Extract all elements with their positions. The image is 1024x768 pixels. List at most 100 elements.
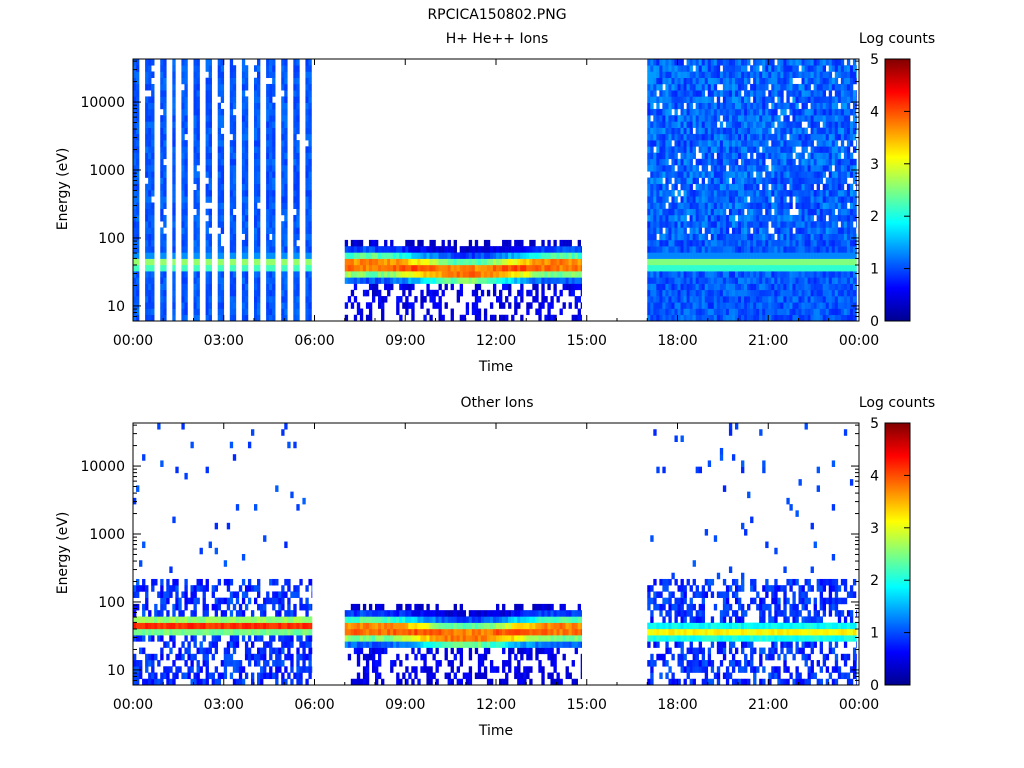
- spectrogram-cell: [728, 214, 733, 222]
- spectrogram-cell: [217, 152, 222, 160]
- spectrogram-cell: [459, 264, 464, 272]
- spectrogram-cell: [780, 102, 784, 110]
- spectrogram-cell: [653, 252, 657, 259]
- spectrogram-cell: [822, 127, 827, 135]
- spectrogram-cell: [747, 258, 751, 266]
- spectrogram-cell: [849, 196, 854, 203]
- spectrogram-cell: [220, 227, 225, 234]
- spectrogram-cell: [205, 59, 209, 66]
- spectrogram-cell: [807, 258, 811, 266]
- spectrogram-cell: [305, 227, 309, 234]
- spectrogram-cell: [368, 252, 373, 259]
- spectrogram-cell: [728, 121, 733, 128]
- spectrogram-cell: [266, 115, 270, 122]
- spectrogram-cell: [789, 271, 793, 278]
- spectrogram-cell: [650, 283, 654, 291]
- spectrogram-cell: [783, 252, 787, 259]
- spectrogram-cell: [656, 96, 660, 103]
- spectrogram-cell: [181, 252, 185, 259]
- spectrogram-cell: [550, 277, 554, 284]
- spectrogram-cell: [774, 239, 778, 247]
- spectrogram-cell: [220, 165, 225, 172]
- spectrogram-cell: [254, 202, 258, 210]
- spectrogram-cell: [208, 190, 212, 197]
- spectrogram-cell: [786, 221, 790, 228]
- spectrogram-cell: [160, 585, 164, 592]
- spectrogram-cell: [220, 246, 225, 253]
- spectrogram-cell: [731, 165, 736, 172]
- spectrogram-cell: [713, 83, 718, 91]
- spectrogram-cell: [668, 146, 672, 153]
- spectrogram-cell: [804, 208, 808, 216]
- spectrogram-cell: [738, 133, 742, 141]
- spectrogram-cell: [520, 314, 524, 322]
- spectrogram-cell: [205, 96, 209, 103]
- spectrogram-cell: [819, 133, 823, 141]
- spectrogram-cell: [674, 59, 678, 66]
- spectrogram-cell: [133, 239, 137, 247]
- spectrogram-cell: [136, 102, 140, 110]
- spectrogram-cell: [205, 83, 209, 91]
- spectrogram-cell: [647, 190, 651, 197]
- spectrogram-cell: [804, 277, 808, 284]
- spectrogram-cell: [734, 202, 739, 210]
- spectrogram-cell: [544, 277, 548, 284]
- spectrogram-cell: [665, 239, 669, 247]
- spectrogram-cell: [562, 258, 566, 266]
- spectrogram-cell: [756, 171, 760, 178]
- spectrogram-cell: [744, 183, 748, 191]
- spectrogram-cell: [753, 133, 757, 141]
- spectrogram-cell: [305, 289, 309, 297]
- spectrogram-cell: [659, 158, 663, 166]
- spectrogram-cell: [683, 302, 687, 309]
- spectrogram-cell: [744, 71, 748, 79]
- spectrogram-cell: [181, 108, 185, 116]
- spectrogram-cell: [804, 221, 808, 228]
- y-tick-label: 100: [98, 231, 125, 247]
- spectrogram-cell: [792, 140, 796, 147]
- spectrogram-cell: [574, 277, 578, 284]
- spectrogram-cell: [508, 271, 512, 278]
- spectrogram-cell: [765, 221, 769, 228]
- spectrogram-cell: [535, 289, 539, 297]
- spectrogram-cell: [768, 314, 772, 322]
- spectrogram-cell: [284, 227, 288, 234]
- spectrogram-cell: [819, 115, 823, 122]
- spectrogram-cell: [284, 121, 288, 128]
- spectrogram-cell: [759, 252, 763, 259]
- spectrogram-cell: [459, 271, 464, 278]
- spectrogram-cell: [741, 296, 745, 303]
- spectrogram-cell: [293, 146, 297, 153]
- spectrogram-cell: [822, 221, 827, 228]
- spectrogram-cell: [148, 158, 152, 166]
- spectrogram-cell: [738, 65, 742, 72]
- spectrogram-cell: [405, 302, 409, 309]
- spectrogram-cell: [172, 171, 176, 178]
- spectrogram-cell: [257, 65, 261, 72]
- spectrogram-cell: [647, 90, 651, 97]
- spectrogram-cell: [208, 289, 212, 297]
- spectrogram-cell: [686, 233, 690, 241]
- colorbar-tick-label: 5: [870, 52, 879, 68]
- spectrogram-cell: [517, 258, 521, 266]
- spectrogram-cell: [359, 258, 364, 266]
- spectrogram-cell: [750, 202, 754, 210]
- spectrogram-cell: [674, 289, 678, 297]
- spectrogram-cell: [151, 127, 155, 135]
- spectrogram-cell: [846, 258, 851, 266]
- spectrogram-cell: [686, 264, 690, 272]
- spectrogram-cell: [777, 115, 781, 122]
- spectrogram-cell: [160, 171, 164, 178]
- spectrogram-cell: [172, 258, 176, 266]
- spectrogram-cell: [843, 227, 848, 234]
- spectrogram-cell: [822, 96, 827, 103]
- spectrogram-cell: [777, 271, 781, 278]
- spectrogram-cell: [362, 252, 367, 259]
- spectrogram-cell: [747, 214, 751, 222]
- spectrogram-cell: [807, 158, 811, 166]
- spectrogram-cell: [417, 246, 421, 253]
- spectrogram-cell: [807, 133, 811, 141]
- spectrogram-cell: [786, 77, 790, 85]
- spectrogram-cell: [771, 190, 775, 197]
- spectrogram-cell: [674, 77, 678, 85]
